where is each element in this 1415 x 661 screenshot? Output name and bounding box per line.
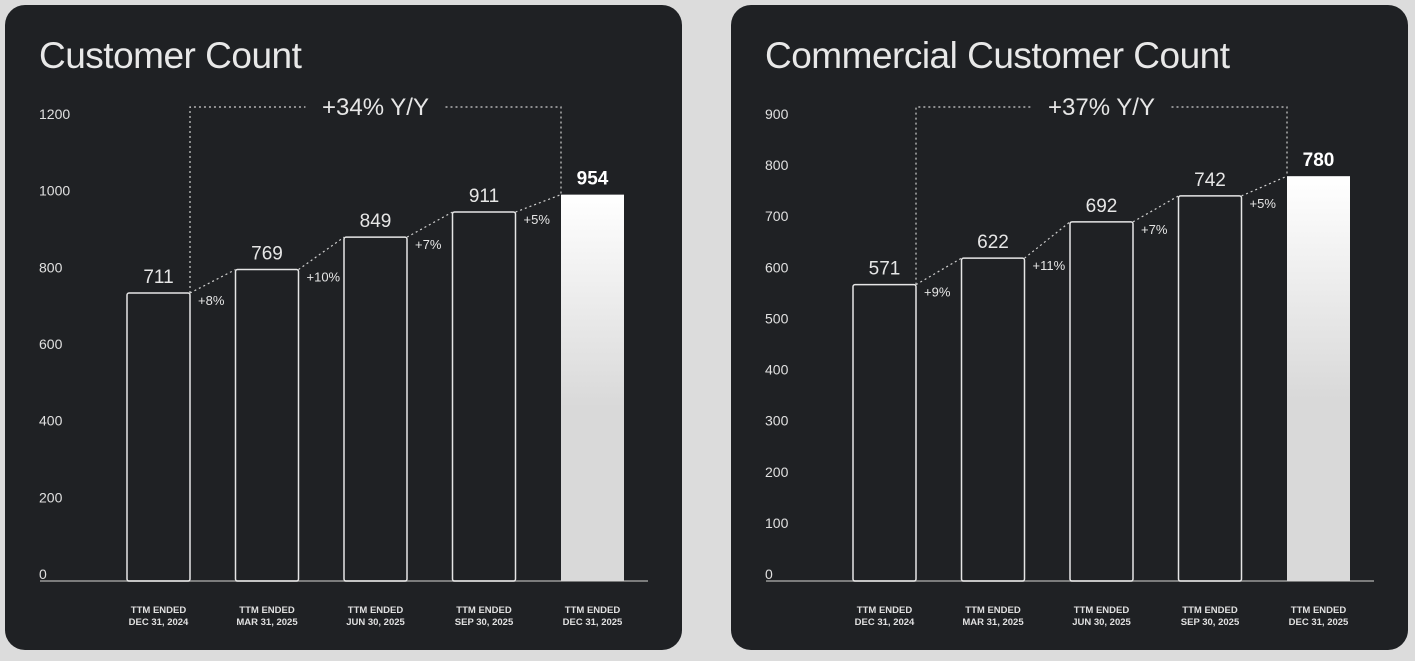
x-tick-label-line2: DEC 31, 2025 <box>1289 617 1349 628</box>
x-tick-label-line1: TTM ENDED <box>565 605 621 616</box>
growth-label: +9% <box>924 285 951 300</box>
y-tick-label: 800 <box>39 259 63 275</box>
x-tick-label-line2: DEC 31, 2025 <box>563 617 623 628</box>
x-tick-label-line1: TTM ENDED <box>456 605 512 616</box>
growth-connector <box>1241 175 1288 197</box>
y-tick-label: 200 <box>39 489 63 505</box>
y-tick-label: 700 <box>765 208 789 224</box>
y-tick-label: 200 <box>765 464 789 480</box>
highlight-bar <box>561 194 624 581</box>
bar <box>126 292 191 582</box>
y-tick-label: 900 <box>765 106 789 122</box>
growth-label: +5% <box>1250 196 1277 211</box>
customer-count-panel: Customer Count 0 200 400 600 800 1000 1200 711 T… <box>5 5 682 650</box>
bar <box>234 268 300 582</box>
bar-value-label: 571 <box>869 259 901 280</box>
commercial-customer-count-chart: 0 100 200 300 400 500 600 700 800 900 571 TTM ENDED… <box>765 94 1374 628</box>
bar <box>343 236 408 582</box>
x-tick-label-line1: TTM ENDED <box>239 605 295 616</box>
x-tick-label-line1: TTM ENDED <box>1291 605 1347 616</box>
bar <box>1069 221 1134 582</box>
y-tick-label: 300 <box>765 413 789 429</box>
growth-label: +10% <box>307 270 341 285</box>
x-tick-label-line2: SEP 30, 2025 <box>1181 617 1240 628</box>
bar-value-label: 849 <box>360 211 392 232</box>
y-tick-label: 0 <box>765 566 773 582</box>
y-tick-label: 600 <box>39 336 63 352</box>
x-tick-label-line1: TTM ENDED <box>965 605 1021 616</box>
y-tick-label: 400 <box>39 413 63 429</box>
growth-connector <box>189 269 236 294</box>
bar-value-label: 711 <box>143 267 173 288</box>
bar-value-label: 622 <box>977 232 1009 253</box>
growth-label: +11% <box>1033 258 1066 273</box>
bar-value-label: 692 <box>1086 196 1118 217</box>
highlight-bar <box>1287 176 1350 581</box>
y-tick-label: 0 <box>39 566 47 582</box>
x-tick-label-line2: SEP 30, 2025 <box>455 617 514 628</box>
chart-title: Customer Count <box>39 35 302 76</box>
bar <box>852 283 917 582</box>
growth-label: +8% <box>198 293 225 308</box>
yoy-bracket <box>189 106 562 294</box>
growth-connector <box>298 236 345 271</box>
growth-label: +5% <box>524 212 551 227</box>
yoy-growth-label: +34% Y/Y <box>322 94 429 121</box>
bar-value-label: 780 <box>1303 150 1335 171</box>
growth-connector <box>406 211 453 238</box>
chart-title: Commercial Customer Count <box>765 35 1230 76</box>
x-tick-label-line2: DEC 31, 2024 <box>129 617 189 628</box>
yoy-growth-label: +37% Y/Y <box>1048 94 1155 121</box>
growth-connector <box>1024 221 1071 259</box>
y-tick-label: 500 <box>765 310 789 326</box>
y-tick-label: 400 <box>765 362 789 378</box>
x-tick-label-line1: TTM ENDED <box>348 605 404 616</box>
y-tick-label: 800 <box>765 157 789 173</box>
y-tick-label: 1200 <box>39 106 70 122</box>
x-tick-label-line2: JUN 30, 2025 <box>1072 617 1131 628</box>
bar <box>1177 195 1243 582</box>
x-tick-label-line2: MAR 31, 2025 <box>236 617 298 628</box>
x-tick-label-line2: DEC 31, 2024 <box>855 617 915 628</box>
bar-value-label: 769 <box>251 244 283 265</box>
bar <box>960 257 1026 582</box>
y-tick-label: 1000 <box>39 183 70 199</box>
x-tick-label-line1: TTM ENDED <box>1074 605 1130 616</box>
growth-connector <box>515 194 562 213</box>
x-tick-label-line1: TTM ENDED <box>131 605 187 616</box>
bar-value-label: 742 <box>1194 170 1226 191</box>
x-tick-label-line2: JUN 30, 2025 <box>346 617 405 628</box>
bar-value-label: 954 <box>577 169 609 190</box>
x-tick-label-line1: TTM ENDED <box>857 605 913 616</box>
growth-label: +7% <box>415 237 442 252</box>
commercial-customer-count-panel: Commercial Customer Count 0 100 200 300 400 5… <box>731 5 1408 650</box>
x-tick-label-line2: MAR 31, 2025 <box>962 617 1024 628</box>
growth-connector <box>1132 195 1179 223</box>
yoy-bracket <box>915 106 1288 285</box>
y-tick-label: 600 <box>765 259 789 275</box>
growth-connector <box>915 257 962 286</box>
growth-label: +7% <box>1141 222 1168 237</box>
bar-value-label: 911 <box>469 186 499 207</box>
bar <box>451 211 517 582</box>
x-tick-label-line1: TTM ENDED <box>1182 605 1238 616</box>
y-tick-label: 100 <box>765 515 789 531</box>
